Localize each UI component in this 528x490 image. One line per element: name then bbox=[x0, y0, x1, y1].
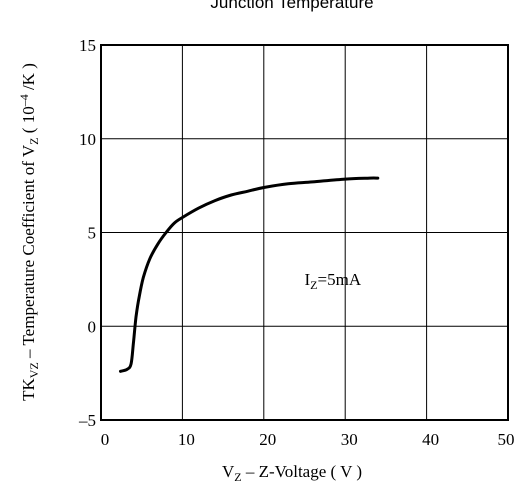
y-tick-label: 10 bbox=[79, 130, 96, 149]
plot-frame bbox=[100, 44, 509, 421]
x-tick-label: 50 bbox=[498, 430, 515, 449]
y-axis-label: TKVZ – Temperature Coefficient of VZ ( 1… bbox=[17, 63, 41, 401]
x-tick-labels: 0 10 20 30 40 50 bbox=[101, 430, 515, 449]
y-tick-label: 0 bbox=[88, 317, 97, 336]
grid-lines bbox=[101, 45, 508, 420]
x-axis-label: VZ – Z-Voltage ( V ) bbox=[222, 462, 362, 484]
x-tick-label: 20 bbox=[259, 430, 276, 449]
y-tick-label: –5 bbox=[78, 411, 96, 430]
x-tick-label: 10 bbox=[178, 430, 195, 449]
x-tick-label: 30 bbox=[341, 430, 358, 449]
y-tick-label: 5 bbox=[88, 224, 97, 243]
x-tick-label: 0 bbox=[101, 430, 110, 449]
series-line bbox=[119, 176, 380, 373]
y-tick-labels: –5 0 5 10 15 bbox=[78, 36, 96, 430]
x-tick-label: 40 bbox=[422, 430, 439, 449]
annotation-iz: IZ=5mA bbox=[305, 270, 362, 292]
chart-title: Junction Temperature bbox=[210, 0, 373, 12]
y-tick-label: 15 bbox=[79, 36, 96, 55]
